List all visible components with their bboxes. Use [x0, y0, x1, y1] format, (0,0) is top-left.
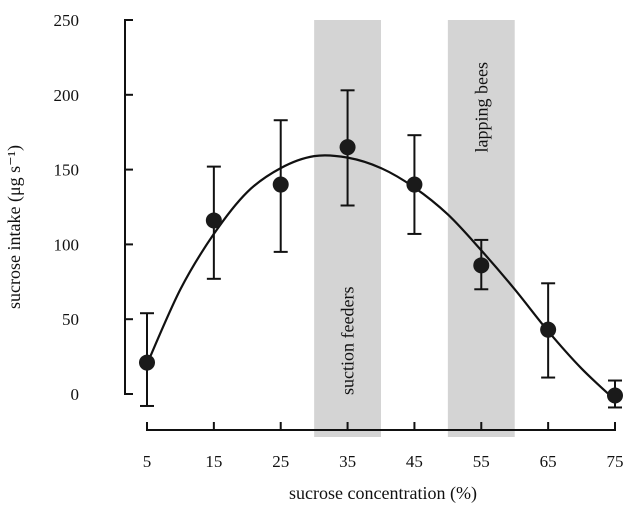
y-tick-label-0: 0 — [71, 385, 80, 404]
y-tick-label-4: 200 — [54, 86, 80, 105]
data-point-4 — [406, 176, 423, 193]
data-point-7 — [607, 387, 623, 404]
data-point-5 — [473, 257, 490, 274]
data-point-3 — [339, 139, 356, 156]
data-point-2 — [272, 176, 289, 193]
y-tick-label-2: 100 — [54, 235, 80, 254]
data-point-1 — [205, 212, 222, 229]
x-tick-label-1: 15 — [205, 452, 222, 471]
points-layer — [139, 89, 623, 409]
y-tick-label-1: 50 — [62, 310, 79, 329]
band-1 — [447, 20, 515, 437]
x-axis-title: sucrose concentration (%) — [289, 483, 477, 504]
data-point-6 — [540, 321, 557, 338]
x-tick-label-7: 75 — [607, 452, 624, 471]
x-tick-label-4: 45 — [406, 452, 423, 471]
ticks-layer: 0 50 100 150 200 250 5 15 25 35 45 55 65 75 — [54, 11, 624, 471]
band-label-0: suction feeders — [338, 287, 358, 395]
x-tick-label-0: 5 — [143, 452, 152, 471]
axes-layer — [124, 20, 615, 431]
y-axis-title: sucrose intake (μg s⁻¹) — [4, 145, 25, 309]
x-tick-label-2: 25 — [272, 452, 289, 471]
band-label-1: lapping bees — [471, 62, 491, 152]
y-tick-label-3: 150 — [54, 161, 80, 180]
x-tick-label-3: 35 — [339, 452, 356, 471]
data-point-0 — [139, 354, 155, 371]
y-tick-label-5: 250 — [54, 11, 80, 30]
x-tick-label-5: 55 — [473, 452, 490, 471]
x-tick-label-6: 65 — [540, 452, 557, 471]
